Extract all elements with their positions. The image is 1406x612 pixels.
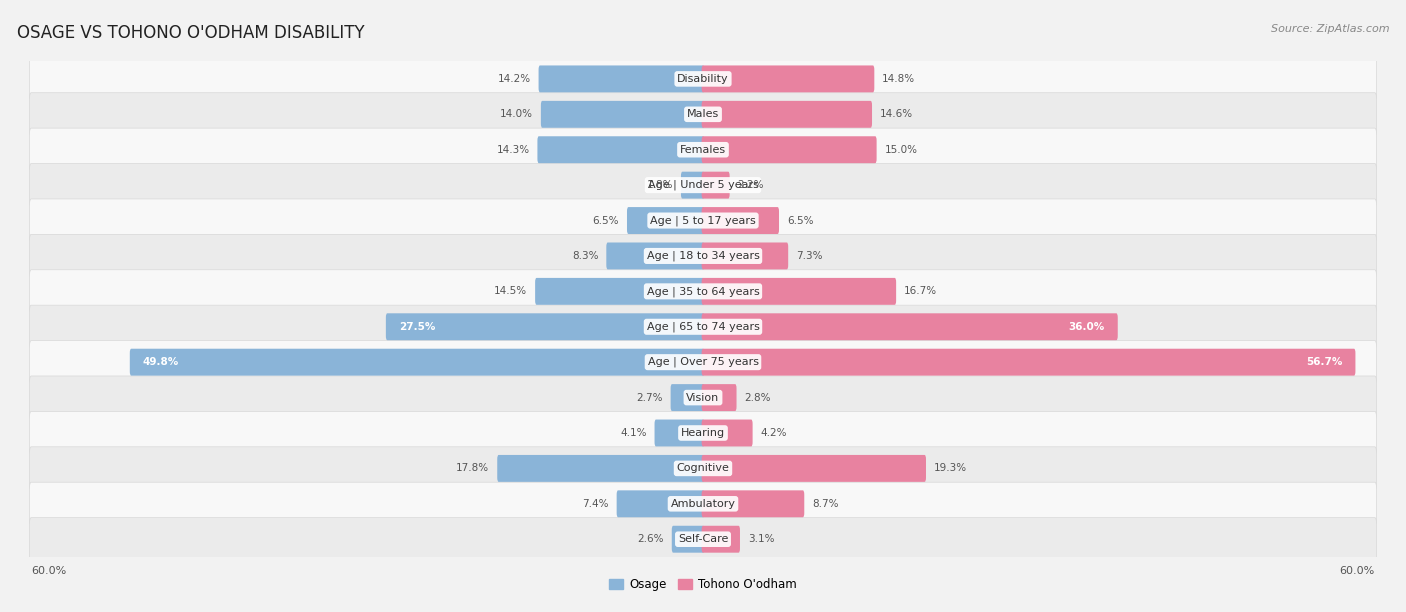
FancyBboxPatch shape bbox=[702, 349, 1355, 376]
FancyBboxPatch shape bbox=[537, 136, 704, 163]
FancyBboxPatch shape bbox=[702, 490, 804, 517]
Text: Disability: Disability bbox=[678, 74, 728, 84]
FancyBboxPatch shape bbox=[606, 242, 704, 269]
FancyBboxPatch shape bbox=[129, 349, 704, 376]
FancyBboxPatch shape bbox=[671, 384, 704, 411]
Text: 14.3%: 14.3% bbox=[496, 144, 530, 155]
Text: Age | Under 5 years: Age | Under 5 years bbox=[648, 180, 758, 190]
FancyBboxPatch shape bbox=[30, 58, 1376, 100]
FancyBboxPatch shape bbox=[702, 207, 779, 234]
FancyBboxPatch shape bbox=[655, 420, 704, 446]
Text: Ambulatory: Ambulatory bbox=[671, 499, 735, 509]
FancyBboxPatch shape bbox=[681, 172, 704, 198]
Text: 6.5%: 6.5% bbox=[787, 215, 813, 226]
Text: 49.8%: 49.8% bbox=[142, 357, 179, 367]
FancyBboxPatch shape bbox=[30, 518, 1376, 561]
Text: Self-Care: Self-Care bbox=[678, 534, 728, 544]
Text: Age | 65 to 74 years: Age | 65 to 74 years bbox=[647, 321, 759, 332]
FancyBboxPatch shape bbox=[30, 199, 1376, 242]
FancyBboxPatch shape bbox=[30, 234, 1376, 278]
FancyBboxPatch shape bbox=[30, 92, 1376, 136]
FancyBboxPatch shape bbox=[30, 340, 1376, 384]
Text: 14.2%: 14.2% bbox=[498, 74, 531, 84]
FancyBboxPatch shape bbox=[385, 313, 704, 340]
FancyBboxPatch shape bbox=[702, 136, 876, 163]
Text: 8.3%: 8.3% bbox=[572, 251, 599, 261]
Text: 7.4%: 7.4% bbox=[582, 499, 609, 509]
FancyBboxPatch shape bbox=[627, 207, 704, 234]
Text: 14.0%: 14.0% bbox=[501, 110, 533, 119]
Text: Age | 18 to 34 years: Age | 18 to 34 years bbox=[647, 251, 759, 261]
Text: 2.7%: 2.7% bbox=[637, 392, 662, 403]
Text: 14.8%: 14.8% bbox=[882, 74, 915, 84]
Text: 27.5%: 27.5% bbox=[399, 322, 434, 332]
Text: Cognitive: Cognitive bbox=[676, 463, 730, 474]
FancyBboxPatch shape bbox=[30, 447, 1376, 490]
Legend: Osage, Tohono O'odham: Osage, Tohono O'odham bbox=[605, 573, 801, 595]
Text: 8.7%: 8.7% bbox=[813, 499, 838, 509]
Text: 4.1%: 4.1% bbox=[620, 428, 647, 438]
Text: 4.2%: 4.2% bbox=[761, 428, 787, 438]
Text: 15.0%: 15.0% bbox=[884, 144, 918, 155]
FancyBboxPatch shape bbox=[617, 490, 704, 517]
FancyBboxPatch shape bbox=[702, 526, 740, 553]
FancyBboxPatch shape bbox=[498, 455, 704, 482]
Text: 36.0%: 36.0% bbox=[1069, 322, 1105, 332]
FancyBboxPatch shape bbox=[702, 455, 927, 482]
FancyBboxPatch shape bbox=[702, 101, 872, 128]
Text: Females: Females bbox=[681, 144, 725, 155]
FancyBboxPatch shape bbox=[702, 313, 1118, 340]
FancyBboxPatch shape bbox=[538, 65, 704, 92]
FancyBboxPatch shape bbox=[702, 65, 875, 92]
FancyBboxPatch shape bbox=[702, 420, 752, 446]
FancyBboxPatch shape bbox=[541, 101, 704, 128]
FancyBboxPatch shape bbox=[702, 242, 789, 269]
Text: Age | 5 to 17 years: Age | 5 to 17 years bbox=[650, 215, 756, 226]
FancyBboxPatch shape bbox=[702, 278, 896, 305]
FancyBboxPatch shape bbox=[30, 163, 1376, 207]
Text: 2.8%: 2.8% bbox=[744, 392, 770, 403]
FancyBboxPatch shape bbox=[536, 278, 704, 305]
Text: 14.6%: 14.6% bbox=[880, 110, 912, 119]
Text: 1.8%: 1.8% bbox=[647, 180, 673, 190]
Text: 7.3%: 7.3% bbox=[796, 251, 823, 261]
Text: Males: Males bbox=[688, 110, 718, 119]
Text: Hearing: Hearing bbox=[681, 428, 725, 438]
Text: 6.5%: 6.5% bbox=[593, 215, 619, 226]
Text: 60.0%: 60.0% bbox=[1340, 565, 1375, 576]
Text: 19.3%: 19.3% bbox=[934, 463, 967, 474]
Text: 2.6%: 2.6% bbox=[637, 534, 664, 544]
Text: 16.7%: 16.7% bbox=[904, 286, 936, 296]
FancyBboxPatch shape bbox=[30, 376, 1376, 419]
FancyBboxPatch shape bbox=[672, 526, 704, 553]
FancyBboxPatch shape bbox=[702, 384, 737, 411]
Text: Age | Over 75 years: Age | Over 75 years bbox=[648, 357, 758, 367]
FancyBboxPatch shape bbox=[30, 305, 1376, 348]
Text: Vision: Vision bbox=[686, 392, 720, 403]
Text: Source: ZipAtlas.com: Source: ZipAtlas.com bbox=[1271, 24, 1389, 34]
Text: 60.0%: 60.0% bbox=[31, 565, 66, 576]
FancyBboxPatch shape bbox=[30, 128, 1376, 171]
Text: 56.7%: 56.7% bbox=[1306, 357, 1343, 367]
FancyBboxPatch shape bbox=[30, 270, 1376, 313]
FancyBboxPatch shape bbox=[30, 482, 1376, 526]
Text: 14.5%: 14.5% bbox=[494, 286, 527, 296]
Text: OSAGE VS TOHONO O'ODHAM DISABILITY: OSAGE VS TOHONO O'ODHAM DISABILITY bbox=[17, 24, 364, 42]
FancyBboxPatch shape bbox=[702, 172, 730, 198]
FancyBboxPatch shape bbox=[30, 411, 1376, 455]
Text: 3.1%: 3.1% bbox=[748, 534, 775, 544]
Text: Age | 35 to 64 years: Age | 35 to 64 years bbox=[647, 286, 759, 297]
Text: 2.2%: 2.2% bbox=[738, 180, 763, 190]
Text: 17.8%: 17.8% bbox=[457, 463, 489, 474]
